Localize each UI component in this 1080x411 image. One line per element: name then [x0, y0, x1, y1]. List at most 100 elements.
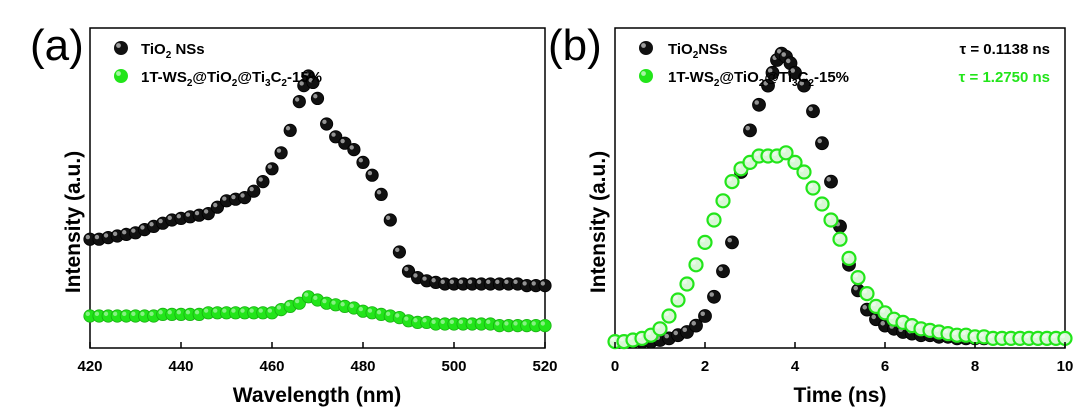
- data-point-highlight: [331, 132, 336, 137]
- data-point: [850, 270, 866, 286]
- data-point: [697, 234, 713, 250]
- data-point-highlight: [1051, 333, 1056, 339]
- data-point-series-0: [797, 78, 811, 93]
- data-point-series-0: [83, 232, 97, 246]
- panel-b-y-axis-title: Intensity (a.u.): [587, 151, 610, 293]
- panel-a-x-ticks: 420 440 460 480 500 520: [77, 342, 558, 375]
- data-point-highlight: [313, 94, 318, 99]
- data-point-series-0: [698, 309, 712, 323]
- data-point-highlight: [304, 71, 309, 76]
- data-point: [392, 245, 406, 259]
- data-point-series-0: [201, 207, 215, 221]
- data-point-highlight: [358, 306, 363, 312]
- panel-b-x-axis-title: Time (ns): [794, 384, 887, 407]
- data-point-highlight: [934, 327, 939, 332]
- data-point-highlight: [988, 333, 993, 339]
- data-point-highlight: [504, 279, 509, 284]
- data-point-highlight: [691, 321, 696, 326]
- data-point-highlight: [745, 157, 750, 163]
- data-point-highlight: [122, 230, 127, 235]
- data-point: [374, 187, 388, 201]
- panel-a-y-axis-title: Intensity (a.u.): [62, 151, 85, 293]
- data-point-series-1: [697, 234, 713, 250]
- data-point-highlight: [1024, 333, 1029, 339]
- data-point-highlight: [664, 311, 669, 316]
- data-point-highlight: [313, 295, 318, 300]
- data-point-highlight: [790, 68, 795, 73]
- data-point: [752, 97, 766, 112]
- data-point-highlight: [709, 215, 714, 221]
- data-point: [832, 231, 848, 247]
- data-point-highlight: [637, 333, 642, 339]
- data-point: [841, 250, 857, 266]
- data-point-highlight: [862, 289, 867, 294]
- data-point-series-0: [520, 278, 534, 293]
- data-point-highlight: [628, 335, 633, 340]
- data-point-highlight: [835, 234, 840, 240]
- data-point-series-1: [679, 276, 695, 292]
- data-point-series-0: [238, 191, 252, 205]
- x-tick-label: 480: [350, 358, 375, 375]
- data-point-highlight: [404, 316, 409, 321]
- data-point-series-1: [778, 145, 794, 161]
- data-point: [787, 154, 803, 170]
- data-point: [347, 143, 361, 157]
- panel-b-x-ticks: 0 2 4 6 8 10: [611, 342, 1073, 375]
- data-point-highlight: [240, 308, 245, 313]
- data-point-series-1: [787, 154, 803, 170]
- panel-a-data: [83, 69, 552, 333]
- data-point-series-1: [83, 309, 97, 323]
- data-point-series-1: [110, 309, 124, 323]
- data-point-series-1: [465, 317, 479, 331]
- data-point-highlight: [299, 81, 304, 86]
- data-point-highlight: [767, 68, 773, 73]
- data-point-highlight: [140, 225, 145, 230]
- data-point-series-0: [743, 123, 757, 138]
- data-point-highlight: [103, 233, 109, 238]
- data-point-highlight: [889, 314, 894, 320]
- data-point-series-1: [850, 270, 866, 286]
- panel-a-plot-frame: [89, 27, 546, 349]
- data-point-series-0: [265, 162, 279, 176]
- data-point-highlight: [880, 308, 885, 313]
- data-point-highlight: [258, 308, 263, 313]
- data-point: [265, 162, 279, 176]
- data-point-highlight: [727, 237, 732, 243]
- data-point-series-1: [796, 164, 812, 180]
- data-point-highlight: [871, 301, 876, 307]
- panel-b-plot-frame: [614, 27, 1066, 349]
- data-point-highlight: [997, 333, 1002, 339]
- data-point-series-0: [824, 174, 838, 189]
- data-point-highlight: [185, 310, 191, 315]
- data-point-highlight: [826, 215, 831, 221]
- data-point-series-0: [447, 277, 461, 291]
- data-point-series-0: [365, 168, 379, 182]
- data-point: [661, 308, 677, 324]
- x-tick-label: 460: [259, 358, 284, 375]
- x-tick-label: 4: [791, 358, 800, 375]
- data-point-highlight: [718, 266, 723, 272]
- tau-annotation-tio2: τ = 0.1138 ns: [959, 41, 1050, 58]
- data-point-series-1: [219, 306, 234, 320]
- data-point-series-1: [859, 286, 875, 302]
- data-point-highlight: [149, 222, 154, 227]
- data-point: [859, 286, 875, 302]
- data-point-highlight: [619, 337, 624, 342]
- x-tick-label: 500: [441, 358, 466, 375]
- panel-b-legend: TiO2NSs 1T-WS2@TiO2@Ti3C2-15%: [639, 41, 849, 89]
- data-point-highlight: [540, 321, 546, 326]
- data-point-series-0: [319, 117, 334, 131]
- x-tick-label: 420: [77, 358, 102, 375]
- data-point: [743, 123, 757, 138]
- legend-b-marker-0: [639, 41, 653, 55]
- panel-a-x-axis-title: Wavelength (nm): [233, 384, 401, 407]
- data-point-series-1: [823, 212, 839, 228]
- data-point-series-0: [274, 146, 288, 160]
- data-point-highlight: [513, 321, 518, 326]
- data-point: [538, 278, 552, 293]
- data-point-highlight: [449, 279, 454, 284]
- data-point-series-0: [689, 318, 703, 333]
- data-point-highlight: [222, 196, 227, 201]
- data-point-series-1: [715, 193, 731, 209]
- data-point-highlight: [504, 321, 509, 326]
